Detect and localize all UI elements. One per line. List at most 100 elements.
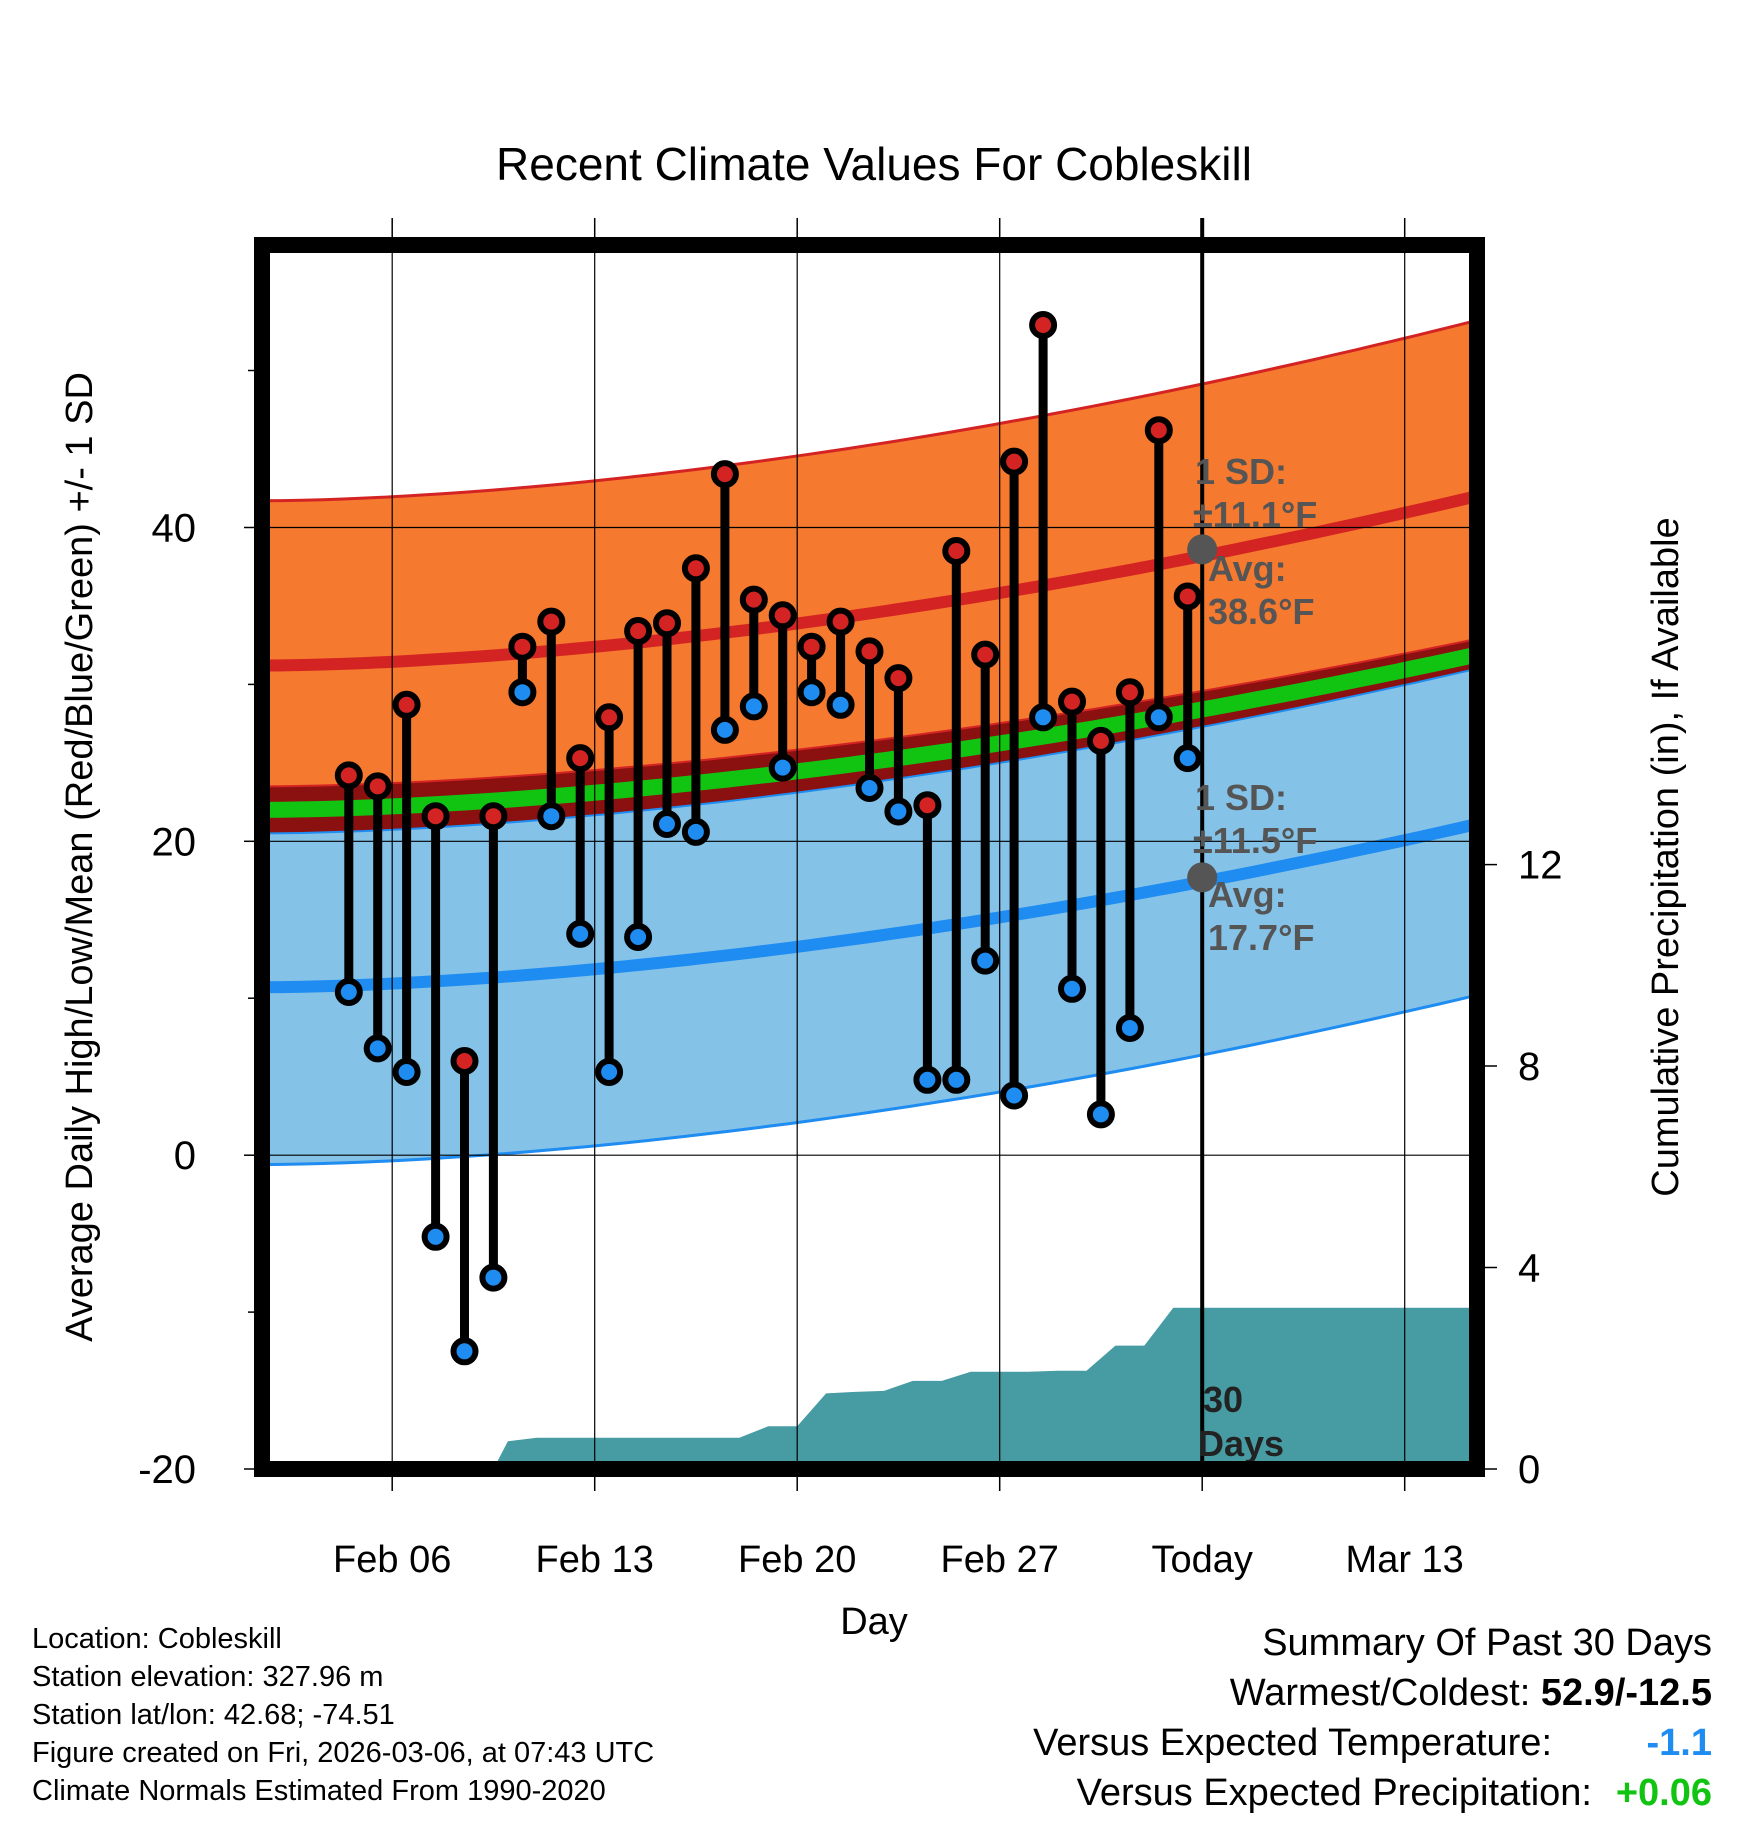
- summary-panel: Summary Of Past 30 Days Warmest/Coldest:…: [1033, 1618, 1712, 1818]
- normal-low-line: [262, 818, 1477, 994]
- daily-low-dot: [421, 1222, 450, 1251]
- high-sd-upper-edge: [262, 318, 1477, 503]
- precip-value: +0.06: [1615, 1772, 1712, 1814]
- created-text: Figure created on Fri, 2026-03-06, at 07…: [32, 1737, 655, 1769]
- x-tick-label: Feb 27: [941, 1539, 1059, 1581]
- temp-label: Versus Expected Temperature:: [1033, 1722, 1552, 1764]
- elevation-text: Station elevation: 327.96 m: [32, 1661, 384, 1693]
- plot-area: [262, 245, 1477, 1469]
- low-sd-band: [262, 668, 1477, 1165]
- daily-high-dot: [855, 637, 884, 666]
- daily-high-dot: [710, 460, 739, 489]
- daily-high-dot: [450, 1047, 479, 1075]
- daily-low-dot: [681, 817, 710, 846]
- precip-days-number: 30: [1203, 1379, 1243, 1420]
- y-tick-label: 20: [152, 820, 197, 864]
- precip-label: Versus Expected Precipitation:: [1076, 1772, 1592, 1814]
- x-tick-label: Feb 06: [333, 1539, 451, 1581]
- x-axis-label: Day: [840, 1601, 908, 1643]
- x-tick-label: Today: [1151, 1539, 1252, 1581]
- precip-days-label: Days: [1198, 1423, 1284, 1464]
- y2-tick-label: 12: [1518, 844, 1563, 888]
- daily-low-dot: [1144, 703, 1173, 732]
- x-tick-label: Feb 20: [738, 1539, 856, 1581]
- band-overlap: [262, 638, 1477, 834]
- daily-low-dot: [1000, 1081, 1029, 1110]
- y-tick-label: -20: [138, 1448, 196, 1492]
- daily-high-dot: [1144, 416, 1173, 445]
- daily-low-dot: [1115, 1014, 1144, 1042]
- daily-high-dot: [913, 791, 942, 820]
- daily-low-dot: [595, 1058, 624, 1086]
- x-tick-label: Feb 13: [536, 1539, 654, 1581]
- daily-low-dot: [653, 810, 681, 838]
- daily-low-dot: [913, 1065, 942, 1094]
- high-sd-label: 1 SD:: [1195, 451, 1287, 492]
- daily-low-dot: [1058, 974, 1086, 1003]
- chart-title: Recent Climate Values For Cobleskill: [496, 138, 1252, 190]
- summary-title: Summary Of Past 30 Days: [1262, 1622, 1712, 1664]
- daily-high-dot: [1115, 678, 1144, 707]
- daily-high-dot: [537, 607, 566, 636]
- location-text: Location: Cobleskill: [32, 1623, 282, 1655]
- daily-low-dot: [739, 692, 768, 721]
- plot-frame: [254, 237, 1485, 1477]
- summary-precip-row: Versus Expected Precipitation: +0.06: [1033, 1768, 1712, 1818]
- summary-temp-row: Versus Expected Temperature: -1.1: [1033, 1718, 1712, 1768]
- daily-high-dot: [681, 554, 710, 583]
- daily-high-dot: [797, 632, 826, 661]
- daily-low-dot: [797, 678, 826, 707]
- today-low-avg-dot: [1187, 862, 1218, 893]
- daily-low-dot: [884, 797, 913, 826]
- daily-high-dot: [653, 609, 681, 638]
- daily-low-dot: [971, 946, 1000, 975]
- station-info: Location: Cobleskill Station elevation: …: [32, 1620, 654, 1810]
- daily-low-dot: [768, 753, 797, 782]
- precip-area: [493, 1307, 1477, 1469]
- high-avg-value: 38.6°F: [1208, 591, 1314, 632]
- x-tick-label: Mar 13: [1346, 1539, 1464, 1581]
- daily-high-dot: [768, 601, 797, 630]
- high-avg-label: Avg:: [1208, 548, 1287, 589]
- daily-low-dot: [855, 774, 884, 802]
- daily-high-dot: [1029, 311, 1058, 339]
- daily-low-dot: [508, 678, 537, 707]
- y-axis-label: Average Daily High/Low/Mean (Red/Blue/Gr…: [59, 372, 101, 1342]
- y2-tick-label: 4: [1518, 1247, 1540, 1291]
- daily-low-dot: [479, 1263, 508, 1292]
- daily-low-dot: [1086, 1100, 1115, 1129]
- daily-low-dot: [624, 923, 653, 951]
- daily-low-dot: [450, 1337, 479, 1366]
- summary-warmest-row: Warmest/Coldest: 52.9/-12.5: [1033, 1668, 1712, 1718]
- daily-high-dot: [1058, 687, 1086, 716]
- daily-high-dot: [1173, 582, 1202, 611]
- daily-high-dot: [624, 617, 653, 645]
- daily-low-dot: [942, 1065, 971, 1094]
- y2-axis-label: Cumulative Precipitation (in), If Availa…: [1645, 517, 1687, 1196]
- daily-high-dot: [942, 537, 971, 565]
- daily-high-dot: [1000, 447, 1029, 476]
- daily-low-dot: [710, 715, 739, 744]
- warmest-value: 52.9/-12.5: [1540, 1672, 1712, 1714]
- normal-high-line: [262, 490, 1477, 672]
- daily-high-dot: [884, 664, 913, 693]
- daily-low-dot: [537, 802, 566, 831]
- y2-tick-label: 0: [1518, 1448, 1540, 1492]
- daily-high-dot: [739, 585, 768, 614]
- temp-value: -1.1: [1646, 1722, 1712, 1764]
- daily-high-dot: [334, 761, 363, 790]
- today-high-avg-dot: [1187, 534, 1218, 565]
- low-avg-value: 17.7°F: [1208, 917, 1314, 958]
- high-sd-value: ±11.1°F: [1193, 494, 1317, 535]
- daily-high-dot: [479, 802, 508, 831]
- warmest-label: Warmest/Coldest:: [1229, 1672, 1531, 1714]
- latlon-text: Station lat/lon: 42.68; -74.51: [32, 1699, 395, 1731]
- daily-low-dot: [363, 1034, 392, 1063]
- high-sd-band: [262, 320, 1477, 787]
- daily-high-dot: [392, 690, 421, 719]
- daily-low-dot: [334, 978, 363, 1006]
- y-tick-label: 40: [152, 507, 197, 551]
- daily-high-dot: [566, 744, 595, 773]
- y-tick-label: 0: [174, 1134, 196, 1178]
